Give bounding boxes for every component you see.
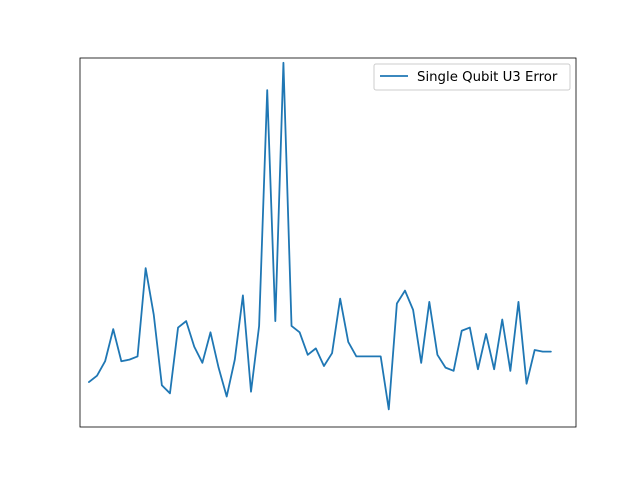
- series-line-0: [88, 61, 552, 411]
- legend-box: [373, 63, 571, 91]
- axes-frame: [79, 57, 577, 428]
- legend: Single Qubit U3 Error: [373, 63, 571, 91]
- plot-area: [80, 58, 576, 427]
- legend-label: Single Qubit U3 Error: [417, 70, 558, 85]
- series-layer: [88, 61, 552, 411]
